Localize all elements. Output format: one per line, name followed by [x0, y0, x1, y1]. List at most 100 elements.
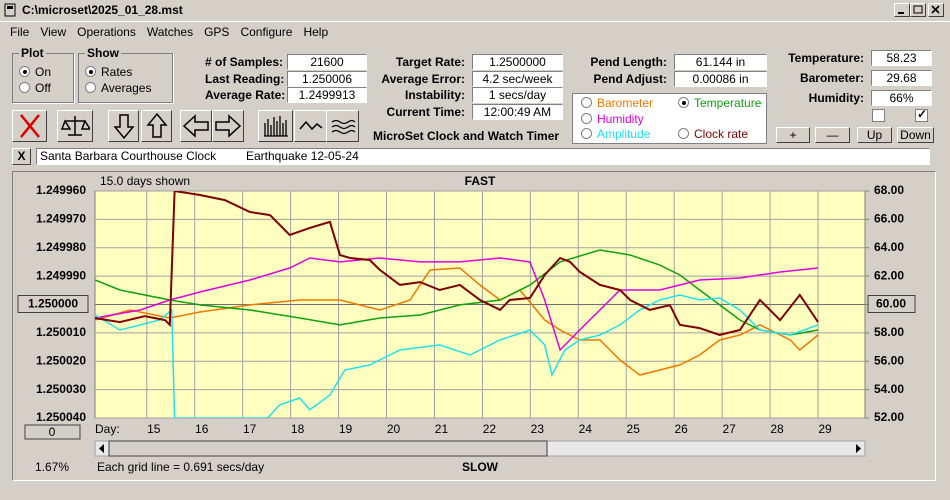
x-tick-label: 26: [674, 422, 688, 436]
checkbox[interactable]: [872, 109, 885, 122]
field-value[interactable]: 21600: [287, 54, 367, 70]
field-value[interactable]: 1.250006: [287, 70, 367, 87]
menu-item[interactable]: File: [10, 25, 30, 39]
y2-tick-label: 64.00: [874, 240, 904, 254]
series-line: [95, 249, 819, 336]
field-label: Average Error:: [381, 71, 465, 86]
radio-option[interactable]: Off: [19, 81, 51, 95]
x-tick-label: 27: [722, 422, 736, 436]
y-tick-label: 1.250030: [36, 382, 86, 396]
scroll-left-arrow: [99, 444, 104, 453]
x-tick-label: 25: [627, 422, 641, 436]
legend-item[interactable]: Temperature: [678, 96, 761, 110]
menu-item[interactable]: Configure: [240, 25, 293, 39]
balance-tool[interactable]: [57, 110, 93, 142]
group-title: Show: [85, 46, 121, 60]
line-tool[interactable]: [294, 110, 327, 142]
legend-item[interactable]: Humidity: [581, 112, 644, 126]
close-button[interactable]: [928, 3, 944, 17]
menu-item[interactable]: Watches: [146, 25, 194, 39]
plus-button[interactable]: +: [776, 127, 810, 143]
maximize-button[interactable]: [910, 3, 926, 17]
histogram-tool[interactable]: [258, 110, 293, 142]
radio-option[interactable]: Averages: [85, 81, 151, 95]
series-line: [95, 294, 819, 418]
field-label: Average Rate:: [205, 88, 286, 102]
clear-tool[interactable]: [12, 110, 47, 142]
field-value[interactable]: 1.2499913: [287, 87, 367, 103]
field-value[interactable]: 1 secs/day: [472, 87, 563, 103]
option-label: Averages: [101, 81, 152, 95]
down-button[interactable]: Down: [897, 127, 934, 143]
minus-button[interactable]: —: [815, 127, 850, 143]
y-tick-label: 1.249960: [36, 183, 86, 197]
grid-note: Each grid line = 0.691 secs/day: [97, 460, 264, 474]
option-label: Off: [35, 81, 51, 95]
x-tick-label: 22: [483, 422, 497, 436]
field-value[interactable]: 29.68: [871, 70, 932, 86]
x-tick-label: 16: [195, 422, 209, 436]
y-tick-label: 1.250000: [28, 297, 78, 311]
field-label: Current Time:: [386, 104, 465, 119]
x-tick-label: 23: [531, 422, 545, 436]
checkbox[interactable]: [915, 107, 928, 122]
series-selector: Barometer Temperature Humidity Amplitude…: [572, 93, 767, 144]
option-label: On: [35, 65, 52, 79]
field-label: Humidity:: [808, 91, 864, 105]
field-value[interactable]: 12:00:49 AM: [472, 103, 563, 120]
legend-label: Temperature: [694, 96, 762, 110]
legend-label: Clock rate: [694, 127, 749, 141]
radio-option[interactable]: Rates: [85, 65, 132, 79]
x-tick-label: 21: [435, 422, 449, 436]
y-tick-label: 1.249970: [36, 212, 86, 226]
x-tick-label: 28: [770, 422, 784, 436]
note-box[interactable]: Santa Barbara Courthouse Clock Earthquak…: [36, 148, 930, 165]
down-arrow-tool[interactable]: [108, 110, 139, 142]
menu-item[interactable]: Help: [303, 25, 329, 39]
legend-item[interactable]: Barometer: [581, 96, 653, 110]
wave-tool[interactable]: [326, 110, 359, 142]
field-label: # of Samples:: [205, 55, 284, 69]
center-rate-button[interactable]: [17, 295, 89, 313]
menu-item[interactable]: GPS: [204, 25, 230, 39]
minimize-button[interactable]: [894, 3, 910, 17]
group-title: Plot: [19, 46, 46, 60]
field-label: Target Rate:: [395, 55, 465, 69]
y-tick-label: 1.249990: [36, 268, 86, 282]
legend-item[interactable]: Clock rate: [678, 127, 748, 141]
up-button[interactable]: Up: [857, 127, 892, 143]
field-label: Barometer:: [799, 71, 864, 85]
menu-item[interactable]: View: [40, 25, 67, 39]
app-title: MicroSet Clock and Watch Timer: [373, 129, 560, 143]
slow-label: SLOW: [462, 460, 499, 474]
radio-option[interactable]: On: [19, 65, 51, 79]
y2-tick-label: 60.00: [876, 297, 906, 311]
up-arrow-tool[interactable]: [141, 110, 172, 142]
menu-item[interactable]: Operations: [77, 25, 136, 39]
y-tick-label: 1.250020: [36, 353, 86, 367]
field-value[interactable]: 66%: [871, 90, 932, 106]
offset-button[interactable]: [24, 424, 81, 440]
field-label: Pend Adjust:: [593, 71, 667, 86]
field-value[interactable]: 4.2 sec/week: [472, 70, 563, 87]
center-temp-button[interactable]: [867, 295, 916, 313]
field-label: Last Reading:: [205, 71, 285, 86]
right-arrow-tool[interactable]: [212, 110, 244, 142]
field-value[interactable]: 61.144 in: [674, 54, 767, 70]
title-bar: C:\microset\2025_01_28.mst: [0, 0, 950, 22]
field-value[interactable]: 1.2500000: [472, 54, 563, 70]
scrollbar-thumb[interactable]: [108, 440, 548, 457]
app-icon: [4, 3, 16, 17]
note-clear-button[interactable]: X: [12, 148, 31, 165]
x-tick-label: 29: [818, 422, 832, 436]
legend-label: Barometer: [597, 96, 654, 110]
plot-group: Plot On Off: [12, 46, 74, 103]
legend-item[interactable]: Amplitude: [581, 127, 650, 141]
series-line: [95, 191, 819, 336]
y2-tick-label: 52.00: [874, 410, 904, 424]
field-value[interactable]: 58.23: [871, 50, 932, 66]
y2-tick-label: 62.00: [874, 268, 904, 282]
left-arrow-tool[interactable]: [180, 110, 212, 142]
field-value[interactable]: 0.00086 in: [674, 70, 767, 87]
